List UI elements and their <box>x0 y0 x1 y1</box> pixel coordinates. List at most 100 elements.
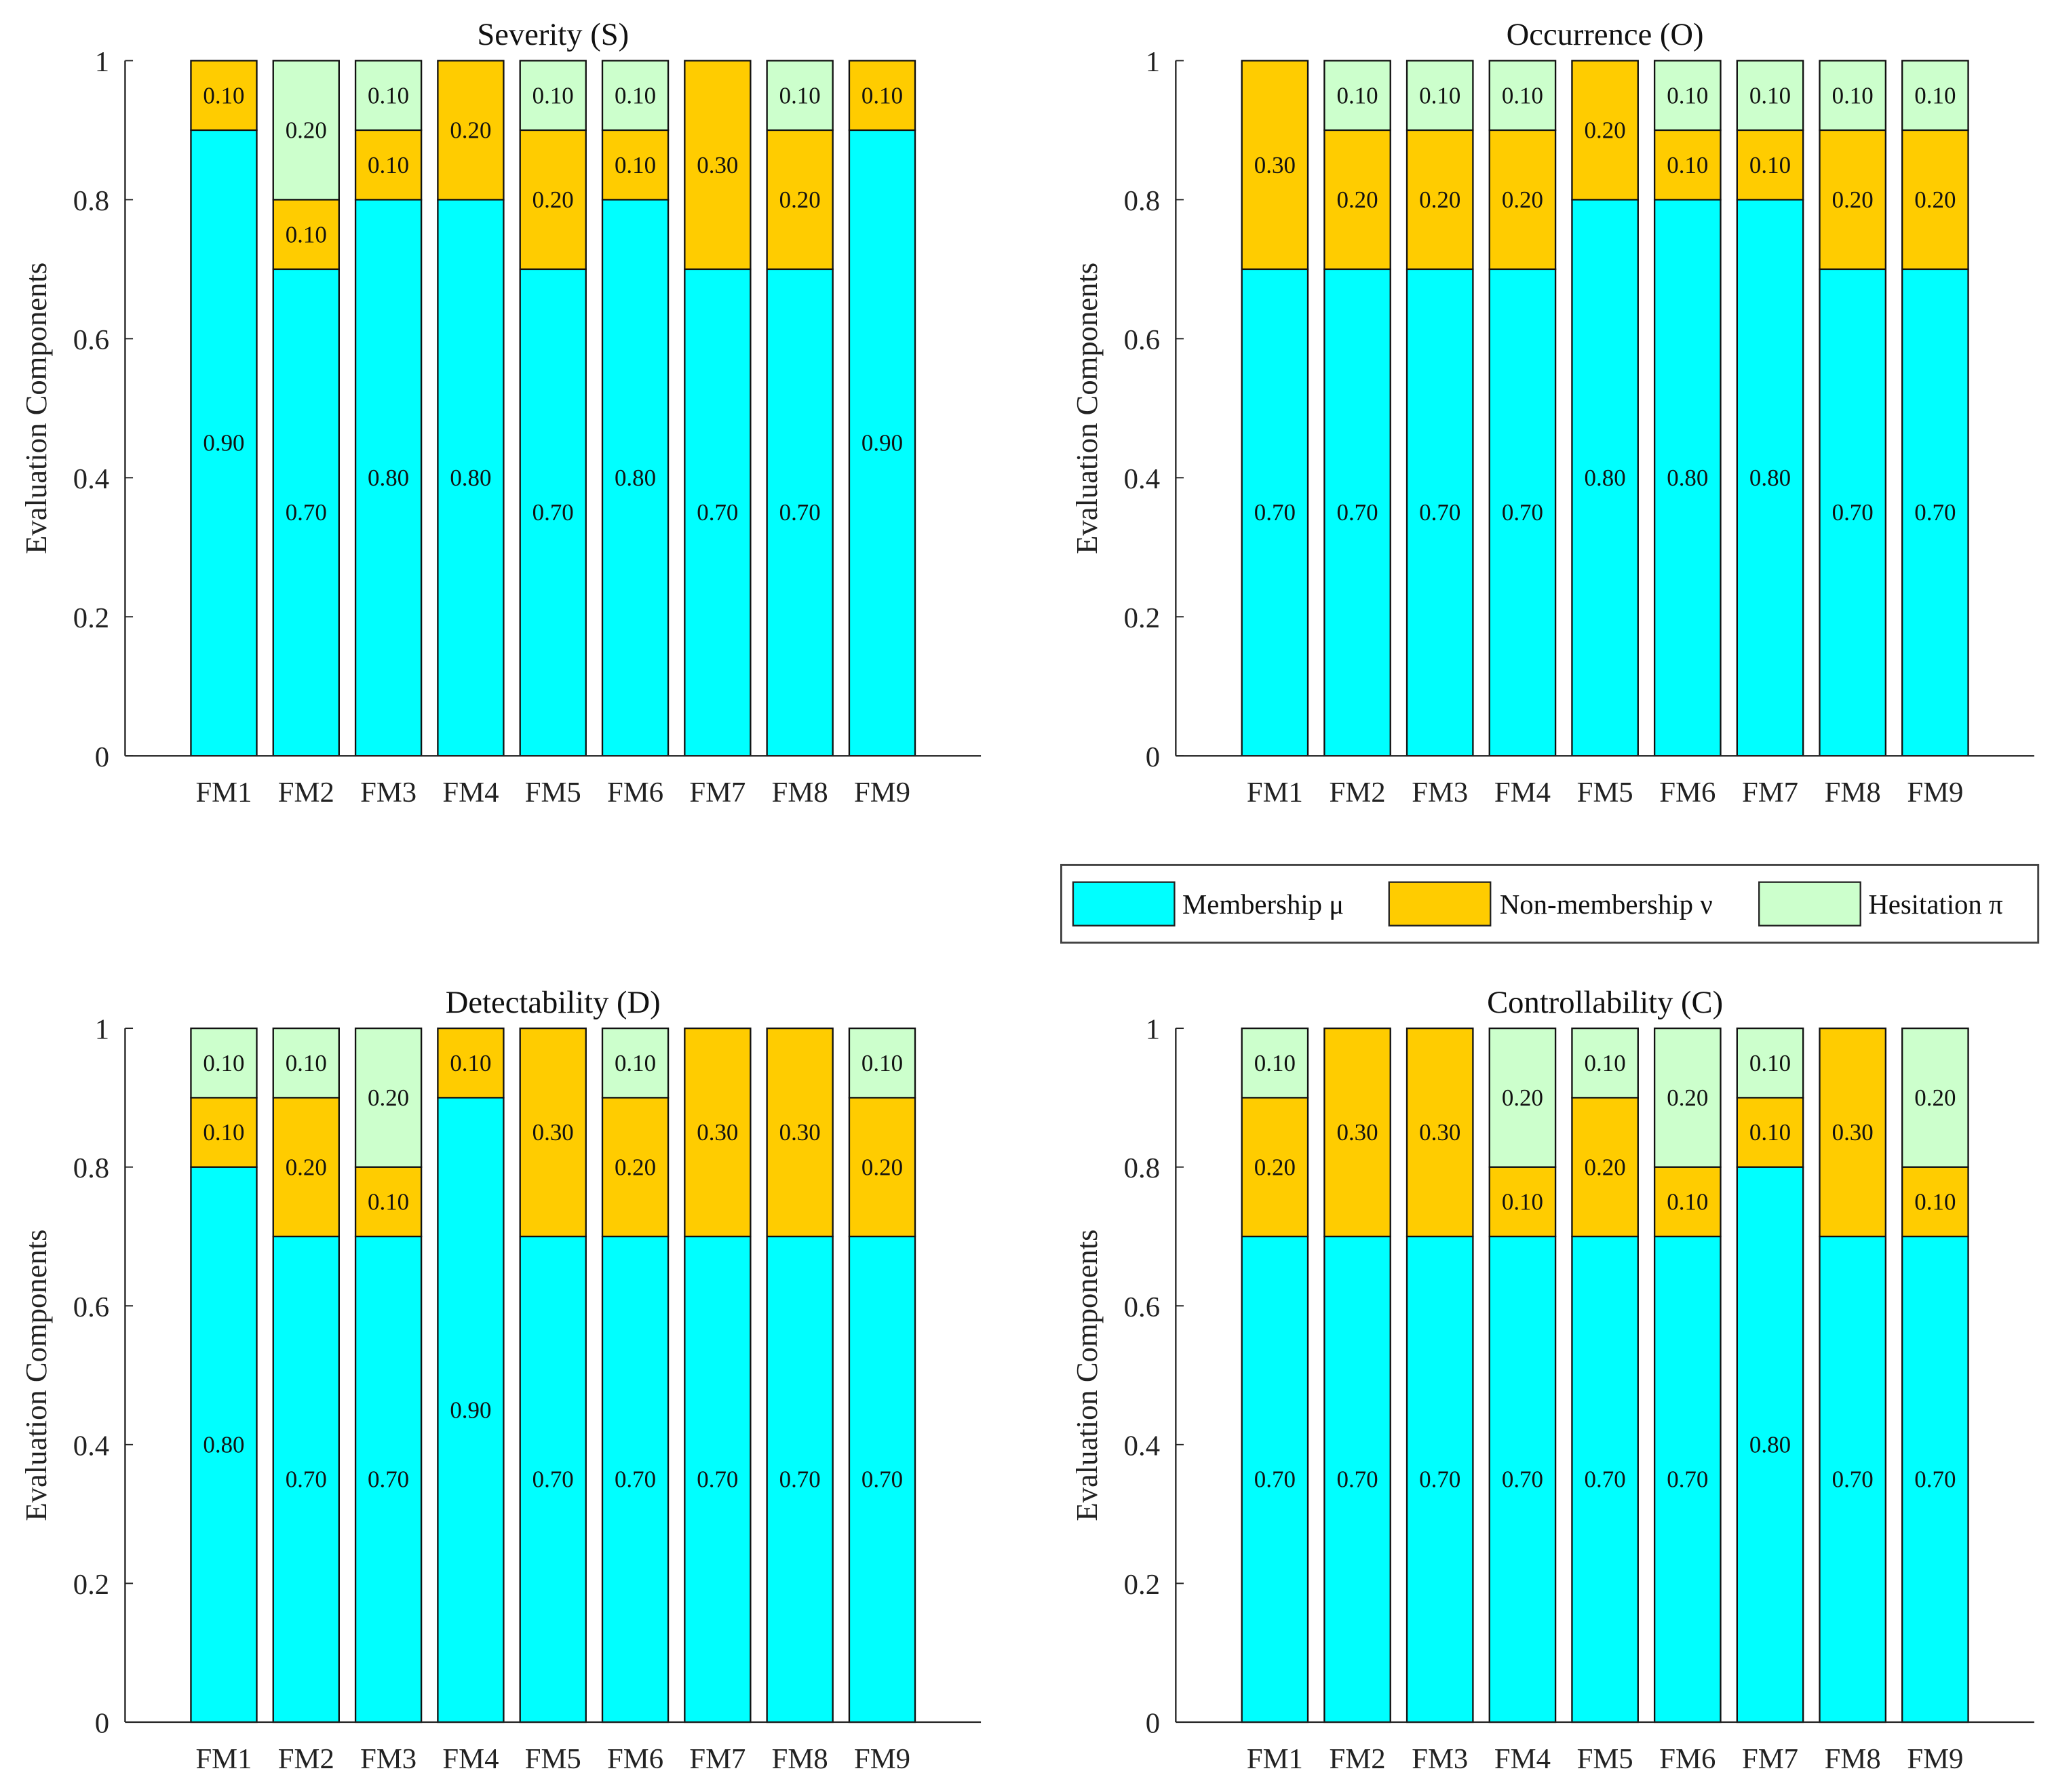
bar-segment-non-membership <box>1653 129 1722 201</box>
data-label: 0.10 <box>1749 1119 1791 1146</box>
bar-segment-non-membership <box>684 1027 752 1238</box>
data-label: 0.80 <box>450 465 491 491</box>
data-label: 0.70 <box>1832 499 1874 526</box>
data-label: 0.90 <box>450 1397 491 1423</box>
x-tick-label: FM7 <box>689 1743 745 1775</box>
y-tick-label: 1 <box>95 46 109 78</box>
bar-segment-membership <box>190 1166 258 1723</box>
data-label: 0.30 <box>1419 1119 1460 1146</box>
x-tick-label: FM8 <box>772 1743 828 1775</box>
data-label: 0.10 <box>1419 82 1460 109</box>
y-tick-label: 1 <box>95 1014 109 1046</box>
data-label: 0.90 <box>861 430 903 456</box>
data-label: 0.70 <box>779 499 821 526</box>
y-tick-label: 0.4 <box>73 463 109 495</box>
legend-swatch <box>1388 881 1492 927</box>
bar-segment-non-membership <box>1653 1166 1722 1238</box>
data-label: 0.10 <box>1749 152 1791 178</box>
data-label: 0.80 <box>1749 1431 1791 1458</box>
x-tick-label: FM1 <box>195 777 252 809</box>
data-label: 0.10 <box>368 1188 409 1215</box>
data-label: 0.20 <box>368 1085 409 1111</box>
bar-segment-non-membership <box>601 1097 670 1238</box>
x-tick-label: FM9 <box>1907 777 1963 809</box>
data-label: 0.20 <box>1336 187 1378 213</box>
bar-segment-hesitation <box>766 60 834 132</box>
data-label: 0.20 <box>1585 117 1626 144</box>
bar-segment-non-membership <box>272 1097 340 1238</box>
data-label: 0.70 <box>1254 1466 1296 1493</box>
panel-title: Detectability (D) <box>446 985 661 1020</box>
bar-segment-non-membership <box>766 129 834 271</box>
legend: Membership μ Non-membership ν Hesitation π <box>1060 863 2040 944</box>
x-tick-label: FM9 <box>854 1743 910 1775</box>
y-tick-label: 0.6 <box>73 1291 109 1323</box>
bar-segment-non-membership <box>190 1097 258 1168</box>
bar-segment-membership <box>848 1235 916 1723</box>
legend-label: Non-membership ν <box>1500 889 1713 920</box>
x-tick-label: FM3 <box>1412 1743 1468 1775</box>
data-label: 0.20 <box>450 117 491 144</box>
data-label: 0.20 <box>1502 1085 1543 1111</box>
data-label: 0.80 <box>1585 465 1626 491</box>
x-tick-label: FM9 <box>1907 1743 1963 1775</box>
bar-segment-non-membership <box>437 1027 505 1099</box>
y-tick-label: 0.2 <box>1124 602 1160 634</box>
bar-segment-membership <box>1406 268 1474 757</box>
bar-segment-hesitation <box>272 60 340 201</box>
data-label: 0.10 <box>1749 82 1791 109</box>
y-tick-label: 0.2 <box>1124 1569 1160 1601</box>
data-label: 0.70 <box>1419 1466 1460 1493</box>
x-tick-label: FM1 <box>1247 1743 1303 1775</box>
bar-segment-hesitation <box>1241 1027 1309 1099</box>
data-label: 0.70 <box>1585 1466 1626 1493</box>
panel-2: 0.700.30FM10.700.200.10FM20.700.200.10FM… <box>1070 17 2034 809</box>
bar-segment-membership <box>684 1235 752 1723</box>
y-tick-label: 0 <box>95 741 109 773</box>
y-tick-label: 0 <box>95 1708 109 1740</box>
data-label: 0.10 <box>1832 82 1874 109</box>
bar-segment-membership <box>1736 199 1804 757</box>
legend-label: Hesitation π <box>1868 889 2002 920</box>
bar-segment-hesitation <box>1736 60 1804 132</box>
data-label: 0.70 <box>286 499 327 526</box>
bar-segment-membership <box>601 1235 670 1723</box>
x-tick-label: FM7 <box>1742 777 1798 809</box>
bar-segment-non-membership <box>272 199 340 271</box>
y-axis-label: Evaluation Components <box>1070 262 1104 554</box>
bar-segment-membership <box>766 1235 834 1723</box>
y-axis-label: Evaluation Components <box>19 1229 53 1521</box>
bar-segment-non-membership <box>1488 129 1557 271</box>
x-tick-label: FM8 <box>772 777 828 809</box>
data-label: 0.10 <box>203 1119 244 1146</box>
data-label: 0.10 <box>286 221 327 248</box>
x-tick-label: FM6 <box>1659 777 1716 809</box>
data-label: 0.10 <box>203 1050 244 1076</box>
bar-segment-non-membership <box>1571 60 1639 201</box>
y-tick-label: 0 <box>1146 1708 1160 1740</box>
bar-segment-non-membership <box>519 129 587 271</box>
data-label: 0.10 <box>861 82 903 109</box>
bar-segment-hesitation <box>601 60 670 132</box>
data-label: 0.10 <box>779 82 821 109</box>
data-label: 0.70 <box>1336 1466 1378 1493</box>
data-label: 0.80 <box>1749 465 1791 491</box>
data-label: 0.70 <box>779 1466 821 1493</box>
bar-segment-hesitation <box>1653 1027 1722 1168</box>
bar-segment-non-membership <box>1406 129 1474 271</box>
bar-segment-hesitation <box>1571 1027 1639 1099</box>
data-label: 0.20 <box>615 1154 656 1180</box>
y-tick-label: 0.4 <box>1124 1430 1160 1462</box>
data-label: 0.10 <box>1667 82 1708 109</box>
data-label: 0.70 <box>697 1466 738 1493</box>
data-label: 0.20 <box>779 187 821 213</box>
data-label: 0.70 <box>1914 499 1956 526</box>
data-label: 0.70 <box>368 1466 409 1493</box>
data-label: 0.70 <box>1502 1466 1543 1493</box>
data-label: 0.10 <box>450 1050 491 1076</box>
panel-3: 0.800.100.10FM10.700.200.10FM20.700.100.… <box>19 985 982 1775</box>
data-label: 0.20 <box>1832 187 1874 213</box>
bar-segment-hesitation <box>354 60 423 132</box>
y-tick-label: 0.4 <box>1124 463 1160 495</box>
x-tick-label: FM4 <box>442 777 499 809</box>
